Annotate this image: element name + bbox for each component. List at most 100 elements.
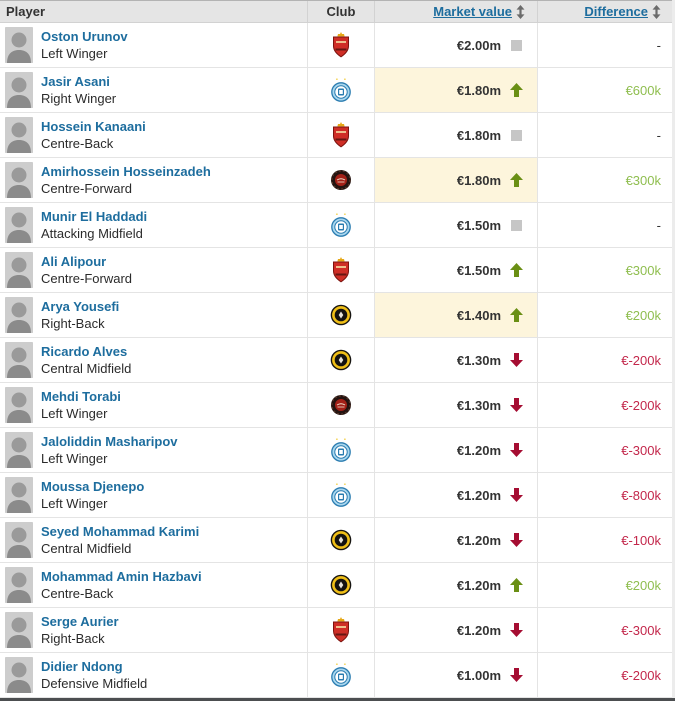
player-info: Oston Urunov Left Winger xyxy=(41,28,128,62)
player-name-link[interactable]: Mehdi Torabi xyxy=(41,389,121,404)
difference-cell: €300k xyxy=(537,248,671,292)
player-info: Serge Aurier Right-Back xyxy=(41,613,119,647)
player-name-link[interactable]: Moussa Djenepo xyxy=(41,479,145,494)
market-value: €1.50m xyxy=(456,262,501,278)
market-value: €2.00m xyxy=(456,37,501,53)
player-photo[interactable] xyxy=(5,657,33,693)
player-name-link[interactable]: Arya Yousefi xyxy=(41,299,120,314)
player-position: Left Winger xyxy=(41,46,108,61)
player-photo[interactable] xyxy=(5,612,33,648)
player-cell: Munir El Haddadi Attacking Midfield xyxy=(0,203,307,247)
player-info: Mehdi Torabi Left Winger xyxy=(41,388,121,422)
player-photo[interactable] xyxy=(5,117,33,153)
club-cell xyxy=(307,113,374,157)
market-value: €1.00m xyxy=(456,667,501,683)
player-info: Amirhossein Hosseinzadeh Centre-Forward xyxy=(41,163,211,197)
player-name-link[interactable]: Jaloliddin Masharipov xyxy=(41,434,178,449)
difference-value: €-200k xyxy=(621,352,661,368)
player-photo[interactable] xyxy=(5,297,33,333)
player-photo[interactable] xyxy=(5,162,33,198)
dark-red-round-club-badge[interactable] xyxy=(330,394,352,416)
difference-cell: - xyxy=(537,113,671,157)
red-shield-club-badge[interactable] xyxy=(330,256,352,284)
table-row: Ali Alipour Centre-Forward €1.50m €300k xyxy=(0,248,672,293)
difference-cell: €300k xyxy=(537,158,671,202)
player-cell: Moussa Djenepo Left Winger xyxy=(0,473,307,517)
green-up-arrow-icon xyxy=(509,173,523,187)
player-photo[interactable] xyxy=(5,342,33,378)
club-cell xyxy=(307,68,374,112)
player-name-link[interactable]: Oston Urunov xyxy=(41,29,128,44)
column-header-player: Player xyxy=(0,1,307,22)
player-photo[interactable] xyxy=(5,432,33,468)
black-gold-round-club-badge[interactable] xyxy=(330,304,352,326)
black-gold-round-club-badge[interactable] xyxy=(330,529,352,551)
player-info: Didier Ndong Defensive Midfield xyxy=(41,658,147,692)
market-value-cell: €1.20m xyxy=(374,518,537,562)
market-value: €1.80m xyxy=(456,127,501,143)
club-cell xyxy=(307,608,374,652)
red-shield-club-badge[interactable] xyxy=(330,616,352,644)
player-name-link[interactable]: Seyed Mohammad Karimi xyxy=(41,524,200,539)
sort-icon[interactable] xyxy=(652,4,661,19)
blue-round-club-badge[interactable] xyxy=(331,662,351,688)
player-name-link[interactable]: Amirhossein Hosseinzadeh xyxy=(41,164,211,179)
table-row: Arya Yousefi Right-Back €1.40m €200k xyxy=(0,293,672,338)
club-cell xyxy=(307,158,374,202)
market-value-cell: €1.20m xyxy=(374,428,537,472)
player-name-link[interactable]: Mohammad Amin Hazbavi xyxy=(41,569,202,584)
club-cell xyxy=(307,248,374,292)
player-photo[interactable] xyxy=(5,387,33,423)
blue-round-club-badge[interactable] xyxy=(331,437,351,463)
player-name-link[interactable]: Ricardo Alves xyxy=(41,344,128,359)
player-info: Hossein Kanaani Centre-Back xyxy=(41,118,146,152)
player-name-link[interactable]: Hossein Kanaani xyxy=(41,119,146,134)
player-photo[interactable] xyxy=(5,477,33,513)
table-row: Mohammad Amin Hazbavi Centre-Back €1.20m… xyxy=(0,563,672,608)
sort-icon[interactable] xyxy=(516,4,525,19)
player-photo[interactable] xyxy=(5,27,33,63)
difference-sort-link[interactable]: Difference xyxy=(584,4,648,19)
difference-value: €-200k xyxy=(621,397,661,413)
player-photo[interactable] xyxy=(5,567,33,603)
column-header-market-value[interactable]: Market value xyxy=(374,1,537,22)
player-photo[interactable] xyxy=(5,207,33,243)
player-photo[interactable] xyxy=(5,522,33,558)
red-shield-club-badge[interactable] xyxy=(330,121,352,149)
red-shield-club-badge[interactable] xyxy=(330,31,352,59)
player-cell: Seyed Mohammad Karimi Central Midfield xyxy=(0,518,307,562)
market-value-cell: €1.20m xyxy=(374,473,537,517)
player-photo[interactable] xyxy=(5,252,33,288)
club-cell xyxy=(307,23,374,67)
red-down-arrow-icon xyxy=(509,488,523,502)
player-position: Attacking Midfield xyxy=(41,226,143,241)
club-cell xyxy=(307,653,374,697)
player-name-link[interactable]: Jasir Asani xyxy=(41,74,110,89)
market-value-cell: €2.00m xyxy=(374,23,537,67)
blue-round-club-badge[interactable] xyxy=(331,482,351,508)
market-value: €1.30m xyxy=(456,352,501,368)
player-cell: Jasir Asani Right Winger xyxy=(0,68,307,112)
blue-round-club-badge[interactable] xyxy=(331,77,351,103)
player-name-link[interactable]: Ali Alipour xyxy=(41,254,107,269)
difference-cell: €-300k xyxy=(537,428,671,472)
market-value-sort-link[interactable]: Market value xyxy=(433,4,512,19)
column-header-difference[interactable]: Difference xyxy=(537,1,671,22)
black-gold-round-club-badge[interactable] xyxy=(330,349,352,371)
column-header-club: Club xyxy=(307,1,374,22)
dark-red-round-club-badge[interactable] xyxy=(330,169,352,191)
market-value-cell: €1.20m xyxy=(374,563,537,607)
red-down-arrow-icon xyxy=(509,353,523,367)
market-value: €1.30m xyxy=(456,397,501,413)
player-info: Ali Alipour Centre-Forward xyxy=(41,253,132,287)
player-cell: Mohammad Amin Hazbavi Centre-Back xyxy=(0,563,307,607)
market-value-cell: €1.80m xyxy=(374,68,537,112)
black-gold-round-club-badge[interactable] xyxy=(330,574,352,596)
player-name-link[interactable]: Didier Ndong xyxy=(41,659,123,674)
player-name-link[interactable]: Serge Aurier xyxy=(41,614,119,629)
blue-round-club-badge[interactable] xyxy=(331,212,351,238)
club-cell xyxy=(307,203,374,247)
player-photo[interactable] xyxy=(5,72,33,108)
player-name-link[interactable]: Munir El Haddadi xyxy=(41,209,148,224)
